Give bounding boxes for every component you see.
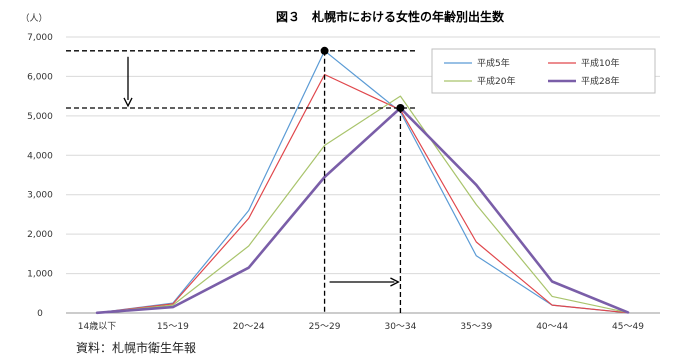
- x-tick-label: 30～34: [384, 322, 416, 332]
- peak-marker-dot: [396, 103, 405, 112]
- x-tick-label: 20～24: [233, 322, 265, 332]
- y-axis-ticks: 0 1,000 2,000 3,000 4,000 5,000 6,000 7,000: [27, 33, 53, 319]
- arrow-right-head: [390, 277, 400, 287]
- y-tick-label: 2,000: [27, 230, 53, 240]
- series-line-1: [96, 50, 629, 314]
- legend-box: [431, 48, 656, 94]
- y-tick-label: 7,000: [27, 33, 53, 43]
- gridlines: [66, 36, 660, 314]
- y-axis-unit-label: （人）: [20, 13, 47, 24]
- arrow-down-head: [123, 97, 133, 108]
- series-line-3: [96, 95, 629, 314]
- annotation-markers: [320, 46, 405, 112]
- x-tick-label: 25～29: [309, 322, 341, 332]
- peak-marker-dot: [320, 46, 329, 55]
- y-tick-label: 5,000: [27, 112, 53, 122]
- y-tick-label: 3,000: [27, 191, 53, 201]
- series-lines: [95, 50, 630, 315]
- legend-label: 平成10年: [581, 57, 619, 69]
- x-axis-ticks: 14歳以下 15～19 20～24 25～29 30～34 35～39 40～44 45～49: [78, 320, 644, 332]
- legend-label: 平成5年: [477, 57, 510, 69]
- x-tick-label: 15～19: [157, 322, 189, 332]
- x-tick-label: 14歳以下: [78, 320, 116, 332]
- y-tick-label: 0: [37, 309, 43, 319]
- x-tick-label: 40～44: [536, 322, 568, 332]
- legend-label: 平成20年: [477, 75, 515, 87]
- x-tick-label: 45～49: [612, 322, 644, 332]
- y-tick-label: 1,000: [27, 270, 53, 280]
- y-tick-label: 4,000: [27, 151, 53, 161]
- source-note: 資料：札幌市衛生年報: [76, 340, 196, 355]
- annotation-guides: [66, 50, 418, 313]
- y-tick-label: 6,000: [27, 72, 53, 82]
- chart-title: 図３ 札幌市における女性の年齢別出生数: [276, 9, 505, 24]
- x-tick-label: 35～39: [460, 322, 492, 332]
- series-line-4: [95, 106, 630, 315]
- legend-label: 平成28年: [581, 75, 619, 87]
- series-line-2: [96, 73, 629, 314]
